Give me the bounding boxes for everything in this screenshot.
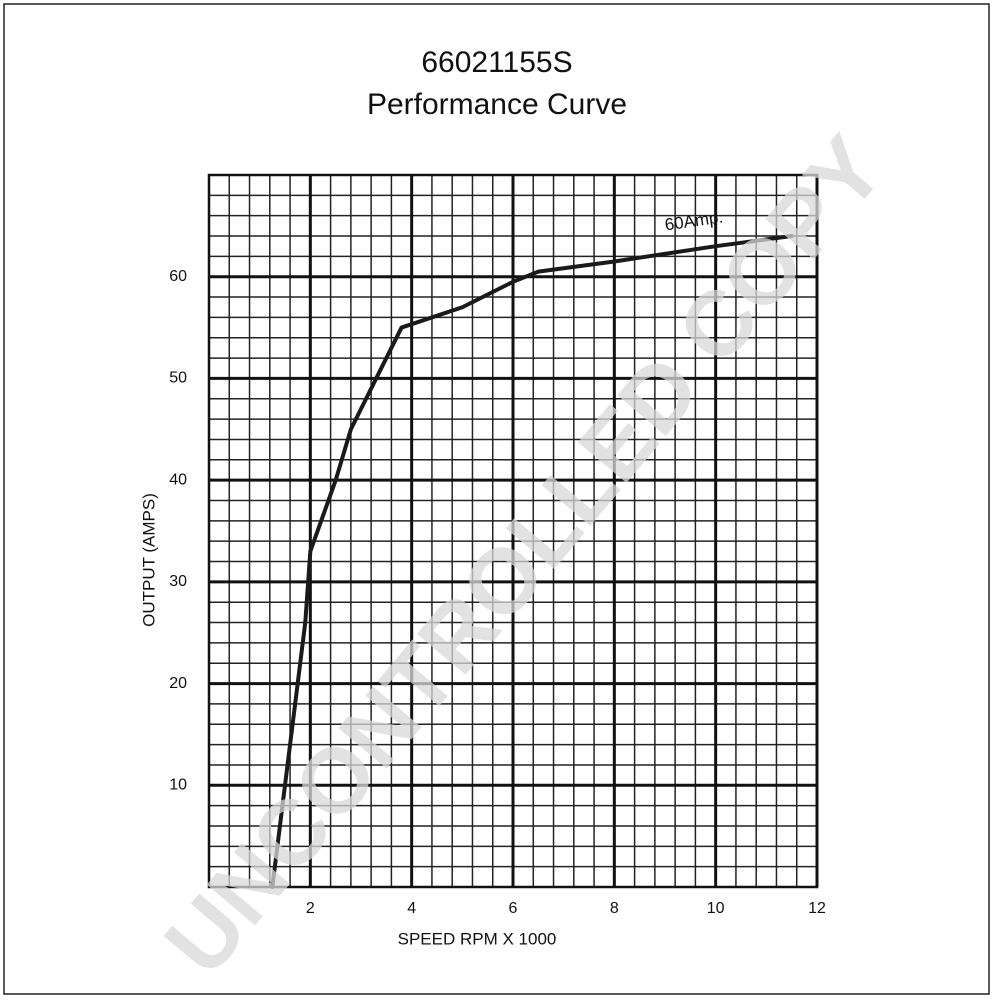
- chart-title: 66021155S: [421, 46, 572, 79]
- y-tick-label: 20: [169, 675, 187, 692]
- y-axis-label: OUTPUT (AMPS): [139, 493, 158, 627]
- y-tick-label: 60: [169, 268, 187, 285]
- chart-subtitle: Performance Curve: [367, 88, 627, 121]
- y-tick-label: 40: [169, 471, 187, 488]
- x-tick-label: 10: [707, 900, 725, 917]
- plot-frame: [207, 173, 819, 889]
- plot: [270, 234, 794, 889]
- x-tick-label: 8: [610, 900, 619, 917]
- x-tick-label: 6: [509, 900, 518, 917]
- x-tick-label: 2: [306, 900, 315, 917]
- y-tick-label: 30: [169, 573, 187, 590]
- x-axis-label: SPEED RPM X 1000: [398, 929, 557, 948]
- x-tick-label: 12: [808, 900, 826, 917]
- x-tick-label: 4: [407, 900, 416, 917]
- performance-curve: [270, 234, 794, 889]
- page-border: [3, 3, 990, 995]
- y-tick-label: 50: [169, 370, 187, 387]
- y-tick-label: 10: [169, 777, 187, 794]
- grid: [207, 173, 819, 889]
